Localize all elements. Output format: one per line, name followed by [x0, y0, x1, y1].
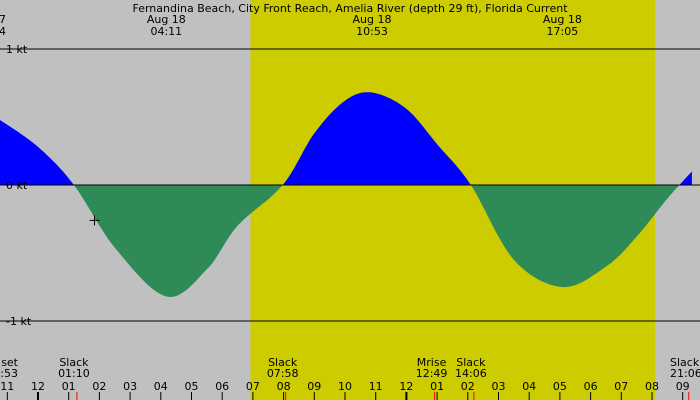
flood-area	[0, 119, 74, 185]
cursor-marker	[89, 215, 100, 226]
hour-tick-label: 07	[614, 380, 628, 393]
ebb-area	[73, 185, 283, 297]
event-time: 14:06	[455, 367, 487, 380]
y-tick-label: 1 kt	[6, 43, 28, 56]
hour-tick-label: 11	[0, 380, 14, 393]
event-time: 12:49	[416, 367, 448, 380]
extremum-time: 10:53	[356, 25, 388, 38]
hour-tick-label: 03	[492, 380, 506, 393]
flood-area	[282, 92, 471, 185]
hour-tick-label: 12	[31, 380, 45, 393]
current-curve	[0, 92, 692, 297]
flood-area	[679, 171, 692, 185]
hour-tick-label: 02	[92, 380, 106, 393]
extremum-date: Aug 18	[147, 13, 186, 26]
extremum-date: 7	[0, 13, 6, 26]
event-labels: set:53Slack01:10Slack07:58Mrise12:49Slac…	[0, 356, 700, 380]
extremum-date: Aug 18	[543, 13, 582, 26]
y-tick-label: 0 kt	[6, 179, 28, 192]
hour-tick-label: 01	[430, 380, 444, 393]
extremum-date: Aug 18	[353, 13, 392, 26]
hour-ticks: 11 12 01 02 03 04 05 06 07 08 09 10 11 12 01 02 03 04 05 06…	[0, 380, 690, 400]
hour-tick-label: 05	[553, 380, 567, 393]
hour-tick-label: 09	[307, 380, 321, 393]
event-label: Slack	[268, 356, 298, 369]
hour-tick-label: 08	[645, 380, 659, 393]
hour-tick-label: 04	[522, 380, 536, 393]
y-tick-label: -1 kt	[6, 315, 32, 328]
event-time: 07:58	[267, 367, 299, 380]
y-axis-labels: 1 kt 0 kt -1 kt	[6, 43, 32, 328]
hour-tick-label: 03	[123, 380, 137, 393]
event-time: :53	[0, 367, 18, 380]
hour-tick-label: 07	[246, 380, 260, 393]
event-label: Slack	[456, 356, 486, 369]
extremum-time: 04:11	[150, 25, 182, 38]
ebb-area	[470, 185, 680, 288]
extremum-time: 4	[0, 25, 6, 38]
event-label: Slack	[59, 356, 89, 369]
hour-tick-label: 08	[277, 380, 291, 393]
event-time: 01:10	[58, 367, 90, 380]
hour-tick-label: 06	[215, 380, 229, 393]
hour-tick-label: 06	[584, 380, 598, 393]
hour-tick-label: 12	[399, 380, 413, 393]
event-label: set	[1, 356, 18, 369]
hour-tick-label: 09	[676, 380, 690, 393]
hour-tick-label: 01	[62, 380, 76, 393]
hour-tick-label: 11	[369, 380, 383, 393]
event-label: Slack	[670, 356, 700, 369]
grid-lines	[0, 48, 700, 322]
event-label: Mrise	[417, 356, 447, 369]
hour-tick-label: 10	[338, 380, 352, 393]
hour-tick-label: 05	[185, 380, 199, 393]
chart-title: Fernandina Beach, City Front Reach, Amel…	[132, 2, 568, 15]
extremum-time: 17:05	[547, 25, 579, 38]
event-time: 21:06	[670, 367, 700, 380]
hour-tick-label: 02	[461, 380, 475, 393]
hour-tick-label: 04	[154, 380, 168, 393]
